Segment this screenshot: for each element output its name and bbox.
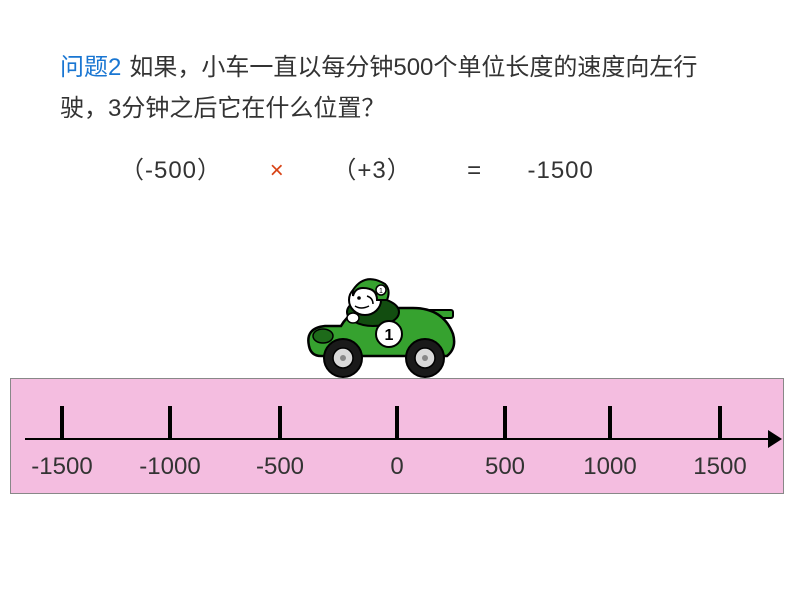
number-line-axis [25,438,775,440]
equation-eq: = [467,157,482,185]
tick [608,406,612,440]
equation: （-500） × （+3） = -1500 [120,150,594,185]
tick-label: -500 [256,453,304,481]
equation-lhs2: （+3） [332,150,411,185]
tick [168,406,172,440]
tick [718,406,722,440]
car-number: 1 [385,327,394,344]
question-label: 问题2 [60,54,121,81]
tick-label: 1500 [693,453,746,481]
question-text: 如果，小车一直以每分钟500个单位长度的速度向左行驶，3分钟之后它在什么位置？ [60,54,697,122]
axis-arrow-icon [768,430,782,448]
helmet-number: 1 [379,288,383,295]
times-icon: × [270,157,285,185]
tick-label: -1000 [139,453,200,481]
tick [395,406,399,440]
car-illustration: 1 1 [303,268,463,378]
tick-label: -1500 [31,453,92,481]
question-block: 问题2如果，小车一直以每分钟500个单位长度的速度向左行驶，3分钟之后它在什么位… [60,48,734,130]
tick [503,406,507,440]
equation-rhs: -1500 [527,157,593,185]
tick-label: 1000 [583,453,636,481]
tick [60,406,64,440]
tick [278,406,282,440]
equation-lhs1: （-500） [120,150,222,185]
tick-label: 500 [485,453,525,481]
tick-label: 0 [390,453,403,481]
